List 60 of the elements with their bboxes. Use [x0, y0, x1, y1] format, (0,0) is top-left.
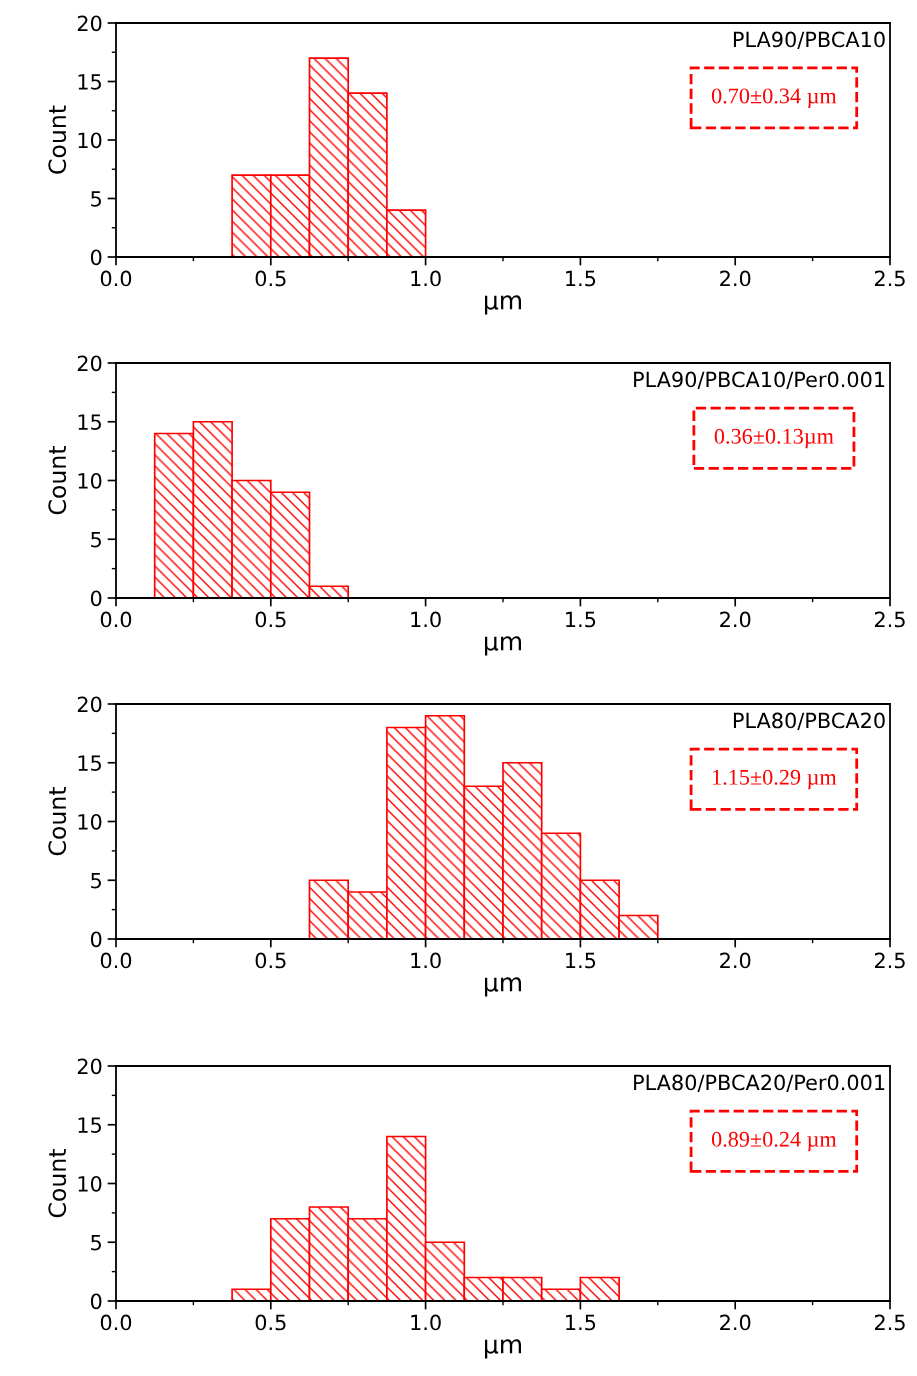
x-tick-label: 0.5 [255, 611, 286, 628]
x-axis-title: µm [485, 1339, 522, 1359]
y-tick-label: 20 [77, 696, 102, 713]
x-tick-label: 0.0 [100, 270, 132, 287]
x-tick-label: 2.0 [720, 270, 751, 287]
y-axis-title: Count [48, 1149, 67, 1218]
x-tick-label: 2.0 [720, 611, 751, 628]
x-tick-label: 0.5 [255, 952, 286, 969]
x-tick-label: 0.0 [100, 952, 132, 969]
y-axis-title: Count [48, 105, 67, 174]
annotation: PLA80/PBCA20 [733, 712, 885, 730]
x-tick-label: 1.5 [566, 611, 596, 628]
x-tick-label: 2.0 [720, 1314, 751, 1331]
y-tick-label: 5 [91, 872, 101, 889]
x-axis-title: µm [485, 295, 522, 315]
y-tick-label: 0 [90, 249, 102, 266]
annotation: PLA90/PBCA10 [733, 31, 885, 49]
x-tick-label: 1.5 [566, 952, 596, 969]
x-tick-label: 2.5 [874, 952, 905, 969]
x-tick-label: 1.5 [566, 1314, 596, 1331]
x-tick-label: 0.0 [100, 1314, 132, 1331]
y-tick-label: 15 [78, 1117, 101, 1133]
annotation: 0.70±0.34 µm [711, 88, 837, 108]
x-tick-label: 1.0 [411, 1314, 441, 1331]
y-tick-label: 5 [91, 1234, 101, 1251]
x-tick-label: 1.0 [411, 952, 441, 969]
x-tick-label: 0.0 [100, 611, 132, 628]
x-tick-label: 1.0 [411, 270, 441, 287]
y-tick-label: 20 [77, 355, 102, 372]
x-axis-title: µm [485, 636, 522, 656]
x-tick-label: 0.5 [255, 270, 286, 287]
y-tick-label: 10 [78, 472, 102, 489]
x-tick-label: 2.5 [874, 1314, 905, 1331]
y-tick-label: 10 [78, 132, 102, 149]
y-tick-label: 0 [90, 1293, 102, 1310]
y-tick-label: 10 [78, 1175, 102, 1192]
y-tick-label: 5 [91, 531, 101, 548]
y-tick-label: 0 [90, 590, 102, 607]
y-axis-title: Count [48, 787, 67, 856]
x-axis-title: µm [485, 977, 522, 997]
y-tick-label: 20 [77, 15, 102, 32]
y-tick-label: 0 [90, 931, 102, 948]
y-tick-label: 5 [91, 191, 101, 207]
x-tick-label: 2.0 [720, 952, 751, 969]
annotation: 0.36±0.13µm [714, 428, 834, 449]
y-tick-label: 20 [77, 1058, 102, 1075]
y-axis-title: Count [48, 446, 67, 515]
annotation: 0.89±0.24 µm [711, 1131, 837, 1152]
x-tick-label: 0.5 [255, 1314, 286, 1331]
y-tick-label: 15 [78, 414, 101, 430]
x-tick-label: 2.5 [874, 270, 905, 287]
y-tick-label: 15 [78, 755, 101, 771]
x-tick-label: 2.5 [874, 611, 905, 628]
annotation: PLA90/PBCA10/Per0.001 [634, 371, 885, 389]
annotation: PLA80/PBCA20/Per0.001 [634, 1074, 885, 1092]
x-tick-label: 1.0 [411, 611, 441, 628]
annotation: 1.15±0.29 µm [713, 769, 837, 790]
y-tick-label: 10 [78, 813, 102, 830]
x-tick-label: 1.5 [566, 270, 596, 287]
y-tick-label: 15 [78, 74, 101, 90]
